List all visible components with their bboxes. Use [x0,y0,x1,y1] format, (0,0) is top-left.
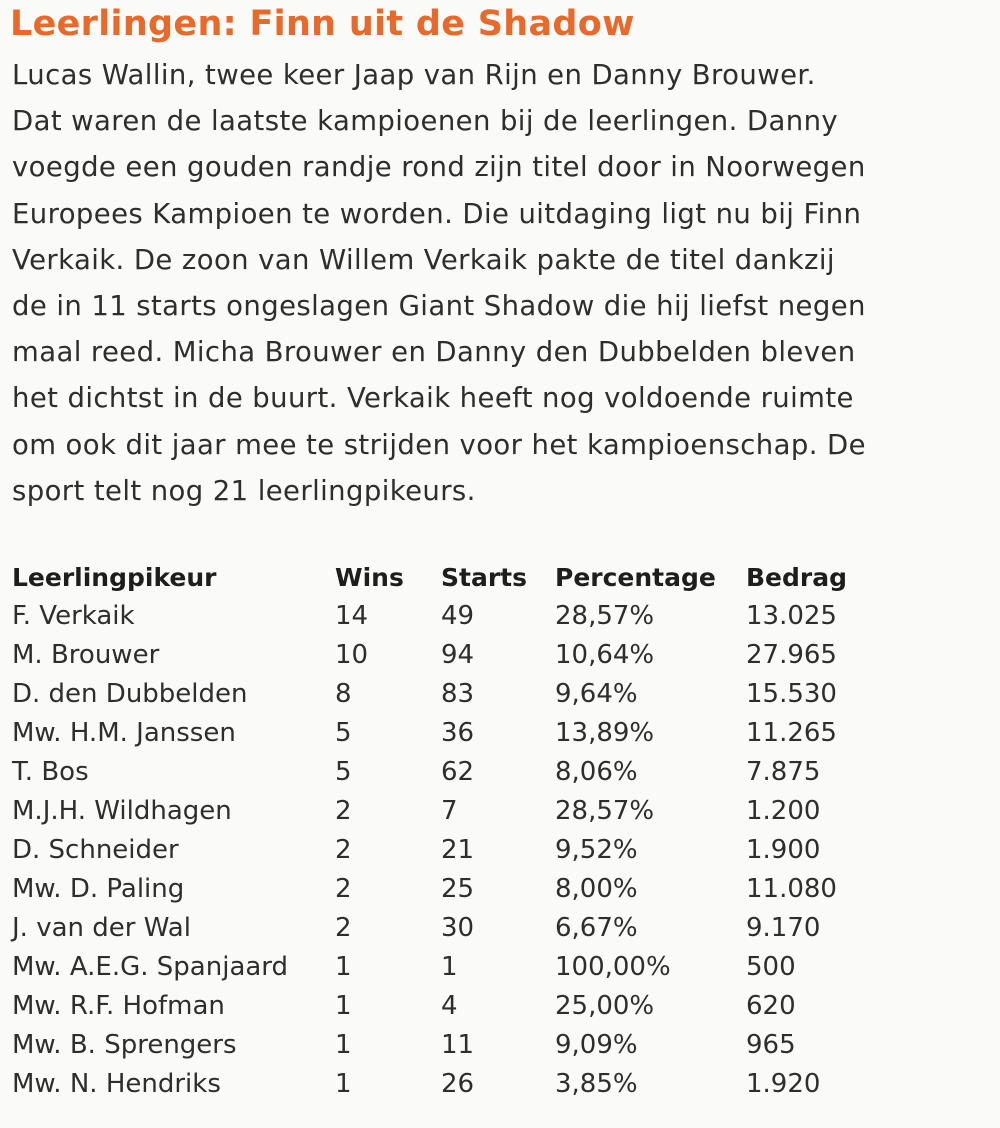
paragraph-line: om ook dit jaar mee te strijden voor het… [12,428,866,461]
table-cell: 1 [441,952,458,982]
table-cell: 62 [441,757,475,787]
table-cell: 13,89% [555,718,655,748]
table-cell: 25 [441,874,475,904]
table-cell: T. Bos [12,757,89,787]
table-cell: 1.200 [746,796,821,826]
table-cell: 8,00% [555,874,638,904]
table-cell: 36 [441,718,475,748]
table-row: D. den Dubbelden 8 83 9,64% 15.530 [12,675,992,714]
paragraph-line: maal reed. Micha Brouwer en Danny den Du… [12,336,856,369]
table-row: Mw. D. Paling 2 25 8,00% 11.080 [12,870,992,909]
table-cell: 965 [746,1030,796,1060]
table-cell: Mw. R.F. Hofman [12,991,225,1021]
column-header: Bedrag [746,563,848,592]
table-cell: 27.965 [746,640,837,670]
table-cell: 28,57% [555,601,655,631]
table-cell: 3,85% [555,1069,638,1099]
paragraph-line: Verkaik. De zoon van Willem Verkaik pakt… [12,243,835,276]
table-row: T. Bos 5 62 8,06% 7.875 [12,753,992,792]
header-row: Leerlingpikeur Wins Starts Percentage Bedrag [12,558,992,597]
column-header: Percentage [555,563,716,592]
table-cell: Mw. A.E.G. Spanjaard [12,952,289,982]
table-cell: 1 [335,1069,352,1099]
table-cell: 28,57% [555,796,655,826]
table-cell: 7 [441,796,458,826]
paragraph-line: Europees Kampioen te worden. Die uitdagi… [12,197,862,230]
table-cell: 9,09% [555,1030,638,1060]
table-cell: 9.170 [746,913,821,943]
paragraph-line: Lucas Wallin, twee keer Jaap van Rijn en… [12,59,816,91]
table-cell: 49 [441,601,475,631]
table-cell: 94 [441,640,475,670]
paragraph-line: de in 11 starts ongeslagen Giant Shadow … [12,289,866,322]
table-cell: 15.530 [746,679,837,709]
table-cell: 11 [441,1030,475,1060]
table-cell: 8 [335,679,352,709]
table-cell: 26 [441,1069,475,1099]
table-cell: 2 [335,913,352,943]
table-cell: F. Verkaik [12,601,135,631]
table-cell: 7.875 [746,757,821,787]
table-cell: 21 [441,835,475,865]
title: Leerlingen: Finn uit de Shadow [10,4,635,44]
table-cell: D. Schneider [12,835,179,865]
table-cell: M.J.H. Wildhagen [12,796,232,826]
table-cell: 1.920 [746,1069,821,1099]
table-row: Mw. R.F. Hofman 1 4 25,00% 620 [12,987,992,1026]
table-cell: 1.900 [746,835,821,865]
table-cell: 83 [441,679,475,709]
table-cell: 1 [335,1030,352,1060]
table-cell: 11.080 [746,874,837,904]
table-cell: 2 [335,835,352,865]
table-cell: 500 [746,952,796,982]
table-cell: D. den Dubbelden [12,679,248,709]
table-cell: 1 [335,952,352,982]
table-cell: 30 [441,913,475,943]
table-cell: 9,64% [555,679,638,709]
table-cell: 10,64% [555,640,655,670]
table-cell: J. van der Wal [12,913,191,943]
table-cell: Mw. B. Sprengers [12,1030,237,1060]
table-row: Mw. N. Hendriks 1 26 3,85% 1.920 [12,1065,992,1104]
column-header: Starts [441,563,527,592]
table-row: F. Verkaik 14 49 28,57% 13.025 [12,597,992,636]
table-cell: 8,06% [555,757,638,787]
table-cell: 5 [335,718,352,748]
table-cell: 5 [335,757,352,787]
table-row: Mw. H.M. Janssen 5 36 13,89% 11.265 [12,714,992,753]
table-cell: 2 [335,874,352,904]
table-cell: 10 [335,640,369,670]
table-row: J. van der Wal 2 30 6,67% 9.170 [12,909,992,948]
paragraph: Lucas Wallin, twee keer Jaap van Rijn en… [12,52,997,514]
table-cell: 11.265 [746,718,837,748]
paragraph-line: voegde een gouden randje rond zijn titel… [12,151,866,184]
table-row: M.J.H. Wildhagen 2 7 28,57% 1.200 [12,792,992,831]
table-cell: Mw. H.M. Janssen [12,718,236,748]
paragraph-line: sport telt nog 21 leerlingpikeurs. [12,474,476,507]
table-row: M. Brouwer 10 94 10,64% 27.965 [12,636,992,675]
table-cell: M. Brouwer [12,640,160,670]
table-cell: 14 [335,601,369,631]
table-cell: 6,67% [555,913,638,943]
table-row: D. Schneider 2 21 9,52% 1.900 [12,831,992,870]
column-header: Leerlingpikeur [12,563,217,592]
table-cell: 100,00% [555,952,671,982]
table-row: Mw. A.E.G. Spanjaard 1 1 100,00% 500 [12,948,992,987]
table-cell: 9,52% [555,835,638,865]
table-cell: 620 [746,991,796,1021]
paragraph-line: het dichtst in de buurt. Verkaik heeft n… [12,382,854,415]
table-cell: 4 [441,991,458,1021]
table-cell: 1 [335,991,352,1021]
table-cell: Mw. N. Hendriks [12,1069,221,1099]
table-cell: 2 [335,796,352,826]
table-cell: Mw. D. Paling [12,874,185,904]
table: Leerlingpikeur Wins Starts Percentage Bedrag… [12,558,992,1104]
column-header: Wins [335,563,404,592]
table-cell: 13.025 [746,601,837,631]
table-cell: 25,00% [555,991,655,1021]
paragraph-line: Dat waren de laatste kampioenen bij de l… [12,105,839,138]
table-row: Mw. B. Sprengers 1 11 9,09% 965 [12,1026,992,1065]
